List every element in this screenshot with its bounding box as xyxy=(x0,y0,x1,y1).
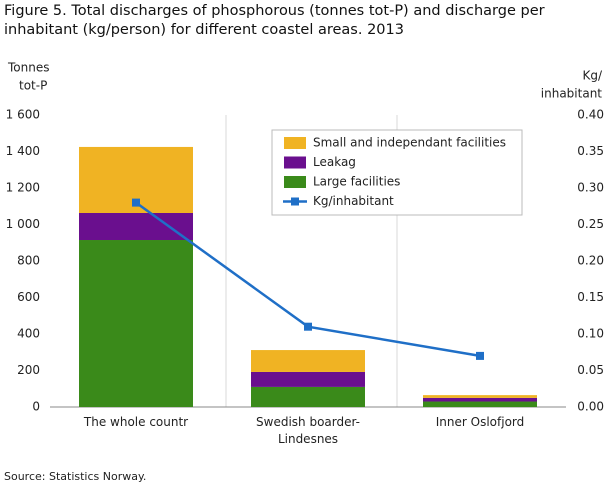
y2-tick-label: 0.10 xyxy=(577,327,604,341)
y-label: tot-P xyxy=(19,79,47,93)
bar-segment xyxy=(251,350,365,372)
x-tick-label: Inner Oslofjord xyxy=(435,415,525,429)
legend-marker xyxy=(291,197,299,206)
line-marker xyxy=(304,322,312,331)
legend-swatch xyxy=(284,176,306,188)
y2-tick-label: 0.30 xyxy=(577,181,604,195)
y2-label: Kg/ xyxy=(582,69,602,83)
y2-tick-label: 0.40 xyxy=(577,108,604,122)
bar-segment xyxy=(79,240,193,407)
bar-segment xyxy=(423,395,537,398)
bar-segment xyxy=(251,371,365,387)
legend-swatch xyxy=(284,137,306,149)
y-tick-label: 200 xyxy=(17,363,40,377)
bar-segment xyxy=(79,213,193,241)
y2-tick-label: 0.00 xyxy=(577,400,604,414)
x-tick-label: Swedish boarder-Lindesnes xyxy=(256,415,360,446)
y2-tick-label: 0.35 xyxy=(577,144,604,158)
legend-label: Leakag xyxy=(313,155,356,169)
y-tick-label: 0 xyxy=(32,400,40,414)
y-tick-label: 800 xyxy=(17,254,40,268)
legend xyxy=(271,129,523,216)
bar-segment xyxy=(251,386,365,407)
chart-title: Figure 5. Total discharges of phosphorou… xyxy=(4,3,545,38)
y2-tick-label: 0.05 xyxy=(577,363,604,377)
x-tick-label: The whole countr xyxy=(83,415,189,429)
legend-label: Small and independant facilities xyxy=(313,136,506,150)
y-label: Tonnes xyxy=(7,61,49,75)
y2-tick-label: 0.20 xyxy=(577,254,604,268)
y2-tick-label: 0.25 xyxy=(577,217,604,231)
y2-label: inhabitant xyxy=(541,87,603,101)
source: Source: Statistics Norway. xyxy=(4,470,147,483)
legend-label: Large facilities xyxy=(313,175,400,189)
line-marker xyxy=(476,351,484,360)
legend-label: Kg/inhabitant xyxy=(313,194,394,208)
line-marker xyxy=(132,198,140,207)
y-tick-label: 1 600 xyxy=(6,108,40,122)
y-tick-label: 1 200 xyxy=(6,181,40,195)
y-tick-label: 600 xyxy=(17,290,40,304)
y-tick-label: 1 000 xyxy=(6,217,40,231)
y2-tick-label: 0.15 xyxy=(577,290,604,304)
y-tick-label: 400 xyxy=(17,327,40,341)
y-tick-label: 1 400 xyxy=(6,144,40,158)
bar-segment xyxy=(423,397,537,402)
bar-segment xyxy=(423,401,537,407)
legend-swatch xyxy=(284,156,306,169)
